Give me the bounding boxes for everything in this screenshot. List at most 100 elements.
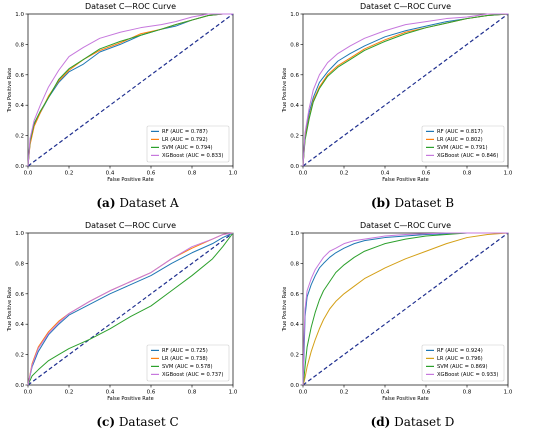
y-axis-label: True Positive Rate bbox=[7, 287, 13, 333]
chart-panel-c: Dataset C—ROC Curve 0.0 0.2 0.4 0.6 0.8 1.0 0.0… bbox=[0, 219, 275, 437]
roc-chart-a: Dataset C—ROC Curve 0.0 0.2 0.4 0.6 0.8 1.0 0.0… bbox=[7, 2, 238, 183]
roc-curve-0 bbox=[302, 232, 508, 386]
roc-curve-1 bbox=[302, 232, 509, 386]
y-tick-label: 0.0 bbox=[290, 164, 299, 170]
chart-panel-a: Dataset C—ROC Curve 0.0 0.2 0.4 0.6 0.8 1.0 0.0… bbox=[0, 0, 275, 218]
chance-diagonal bbox=[302, 232, 509, 386]
chart-title: Dataset C—ROC Curve bbox=[360, 2, 451, 11]
y-tick-label: 1.0 bbox=[15, 231, 24, 237]
legend-label: SVM (AUC = 0.869) bbox=[437, 364, 487, 370]
legend-label: LR (AUC = 0.792) bbox=[162, 137, 208, 143]
legend-label: RF (AUC = 0.725) bbox=[162, 348, 208, 354]
plot-frame bbox=[27, 13, 234, 167]
legend-label: LR (AUC = 0.738) bbox=[162, 356, 208, 362]
y-tick-label: 0.6 bbox=[15, 292, 24, 298]
legend-box bbox=[421, 344, 505, 382]
x-tick-label: 0.2 bbox=[65, 171, 74, 177]
x-tick-label: 0.8 bbox=[188, 390, 197, 396]
x-axis-label: False Positive Rate bbox=[107, 177, 153, 183]
y-tick-label: 0.8 bbox=[15, 261, 24, 267]
y-tick-label: 0.0 bbox=[15, 164, 24, 170]
chart-title: Dataset C—ROC Curve bbox=[85, 221, 176, 230]
caption-text: Dataset B bbox=[390, 196, 455, 210]
legend-label: RF (AUC = 0.787) bbox=[162, 129, 208, 135]
chance-diagonal bbox=[302, 13, 509, 167]
x-tick-label: 0.0 bbox=[24, 171, 33, 177]
y-tick-label: 0.2 bbox=[290, 134, 299, 140]
chart-title: Dataset C—ROC Curve bbox=[360, 221, 451, 230]
plot-frame bbox=[27, 232, 234, 386]
y-axis-label: True Positive Rate bbox=[282, 287, 288, 333]
y-tick-label: 0.2 bbox=[290, 353, 299, 359]
legend-label: LR (AUC = 0.802) bbox=[437, 137, 483, 143]
caption-c: (c) Dataset C bbox=[0, 415, 275, 429]
x-tick-label: 0.0 bbox=[24, 390, 33, 396]
x-tick-label: 0.6 bbox=[422, 390, 431, 396]
y-tick-label: 0.4 bbox=[290, 322, 299, 328]
x-tick-label: 0.0 bbox=[299, 390, 308, 396]
roc-chart-b: Dataset C—ROC Curve 0.0 0.2 0.4 0.6 0.8 1.0 0.0… bbox=[282, 2, 513, 183]
plot-frame bbox=[302, 232, 509, 386]
y-axis-label: True Positive Rate bbox=[282, 68, 288, 114]
caption-letter: (a) bbox=[96, 196, 116, 210]
x-tick-label: 0.8 bbox=[463, 390, 472, 396]
roc-curve-2 bbox=[302, 13, 509, 167]
y-axis-label: True Positive Rate bbox=[7, 68, 13, 114]
chance-diagonal bbox=[27, 232, 234, 386]
chance-diagonal bbox=[27, 13, 234, 167]
roc-curve-3 bbox=[302, 232, 508, 386]
y-tick-label: 0.8 bbox=[290, 42, 299, 48]
caption-text: Dataset C bbox=[115, 415, 179, 429]
legend-label: RF (AUC = 0.924) bbox=[437, 348, 483, 354]
legend-box bbox=[146, 344, 230, 382]
x-tick-label: 1.0 bbox=[504, 390, 513, 396]
y-tick-label: 0.8 bbox=[290, 261, 299, 267]
legend-label: SVM (AUC = 0.578) bbox=[162, 364, 212, 370]
x-tick-label: 0.0 bbox=[299, 171, 308, 177]
legend-box bbox=[146, 125, 230, 163]
y-tick-label: 0.2 bbox=[15, 353, 24, 359]
caption-letter: (d) bbox=[370, 415, 391, 429]
caption-d: (d) Dataset D bbox=[275, 415, 550, 429]
y-tick-label: 0.0 bbox=[290, 383, 299, 389]
chart-panel-d: Dataset C—ROC Curve 0.0 0.2 0.4 0.6 0.8 1.0 0.0… bbox=[275, 219, 550, 437]
y-tick-label: 0.8 bbox=[15, 42, 24, 48]
caption-a: (a) Dataset A bbox=[0, 196, 275, 210]
legend-label: SVM (AUC = 0.791) bbox=[437, 145, 487, 151]
legend-label: XGBoost (AUC = 0.737) bbox=[162, 372, 223, 378]
legend-label: LR (AUC = 0.796) bbox=[437, 356, 483, 362]
chart-panel-b: Dataset C—ROC Curve 0.0 0.2 0.4 0.6 0.8 1.0 0.0… bbox=[275, 0, 550, 218]
x-tick-label: 0.6 bbox=[147, 171, 156, 177]
x-tick-label: 0.4 bbox=[106, 390, 115, 396]
y-tick-label: 0.2 bbox=[15, 134, 24, 140]
x-tick-label: 1.0 bbox=[229, 390, 238, 396]
caption-b: (b) Dataset B bbox=[275, 196, 550, 210]
legend-label: RF (AUC = 0.817) bbox=[437, 129, 483, 135]
y-tick-label: 1.0 bbox=[290, 231, 299, 237]
y-tick-label: 0.0 bbox=[15, 383, 24, 389]
roc-curve-2 bbox=[27, 232, 234, 386]
x-tick-label: 0.2 bbox=[65, 390, 74, 396]
roc-curve-3 bbox=[302, 13, 508, 167]
y-tick-label: 1.0 bbox=[290, 12, 299, 18]
x-axis-label: False Positive Rate bbox=[107, 396, 153, 402]
legend-label: XGBoost (AUC = 0.846) bbox=[437, 153, 498, 159]
y-tick-label: 0.4 bbox=[290, 103, 299, 109]
chart-title: Dataset C—ROC Curve bbox=[85, 2, 176, 11]
caption-letter: (c) bbox=[96, 415, 115, 429]
x-tick-label: 0.2 bbox=[340, 390, 349, 396]
x-tick-label: 0.6 bbox=[422, 171, 431, 177]
y-tick-label: 0.6 bbox=[15, 73, 24, 79]
x-tick-label: 1.0 bbox=[504, 171, 513, 177]
x-tick-label: 1.0 bbox=[229, 171, 238, 177]
x-axis-label: False Positive Rate bbox=[382, 396, 428, 402]
roc-chart-c: Dataset C—ROC Curve 0.0 0.2 0.4 0.6 0.8 1.0 0.0… bbox=[7, 221, 238, 402]
x-tick-label: 0.4 bbox=[381, 171, 390, 177]
x-tick-label: 0.2 bbox=[340, 171, 349, 177]
y-tick-label: 0.4 bbox=[15, 322, 24, 328]
x-axis-label: False Positive Rate bbox=[382, 177, 428, 183]
x-tick-label: 0.8 bbox=[188, 171, 197, 177]
roc-curve-2 bbox=[302, 232, 508, 386]
roc-curve-0 bbox=[27, 232, 234, 386]
y-tick-label: 1.0 bbox=[15, 12, 24, 18]
